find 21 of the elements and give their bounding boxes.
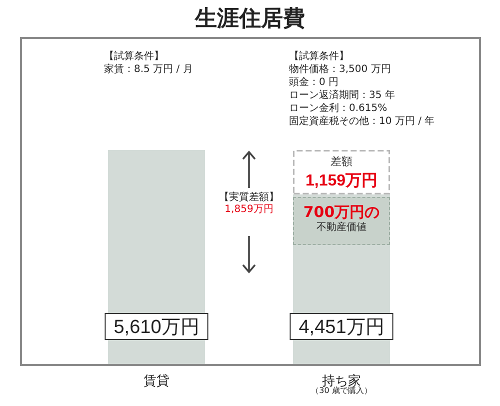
text: 物件価格：3,500 万円 — [289, 63, 391, 76]
series-label: 差額 — [330, 155, 352, 168]
annotation: 不動産価値 — [316, 221, 368, 234]
text: （30 歳で購入） — [310, 386, 373, 396]
dashed-box: 700万円の 不動産価値 — [293, 197, 390, 246]
x-tick-label: 持ち家 — [322, 373, 361, 388]
text: 【試算条件】 — [289, 50, 349, 63]
text: 【試算条件】 — [104, 50, 164, 63]
text: 頭金：0 円 — [289, 76, 339, 89]
data-label: 1,159万円 — [305, 172, 378, 190]
text: 家賃：8.5 万円 / 月 — [104, 63, 193, 76]
text: ローン返済期間：35 年 — [289, 89, 395, 102]
chart-title: 生涯住居費 — [194, 6, 305, 30]
text: 固定資産税その他：10 万円 / 年 — [289, 115, 435, 128]
text: ローン金利：0.615% — [289, 102, 388, 115]
x-tick-label: 賃貸 — [144, 373, 170, 388]
annotation: 700万円の — [302, 203, 381, 222]
annotation: 1,859万円 — [224, 204, 274, 216]
annotation: 【実質差額】 — [218, 192, 280, 204]
data-label: 5,610万円 — [114, 317, 200, 338]
data-label: 4,451万円 — [298, 317, 384, 338]
